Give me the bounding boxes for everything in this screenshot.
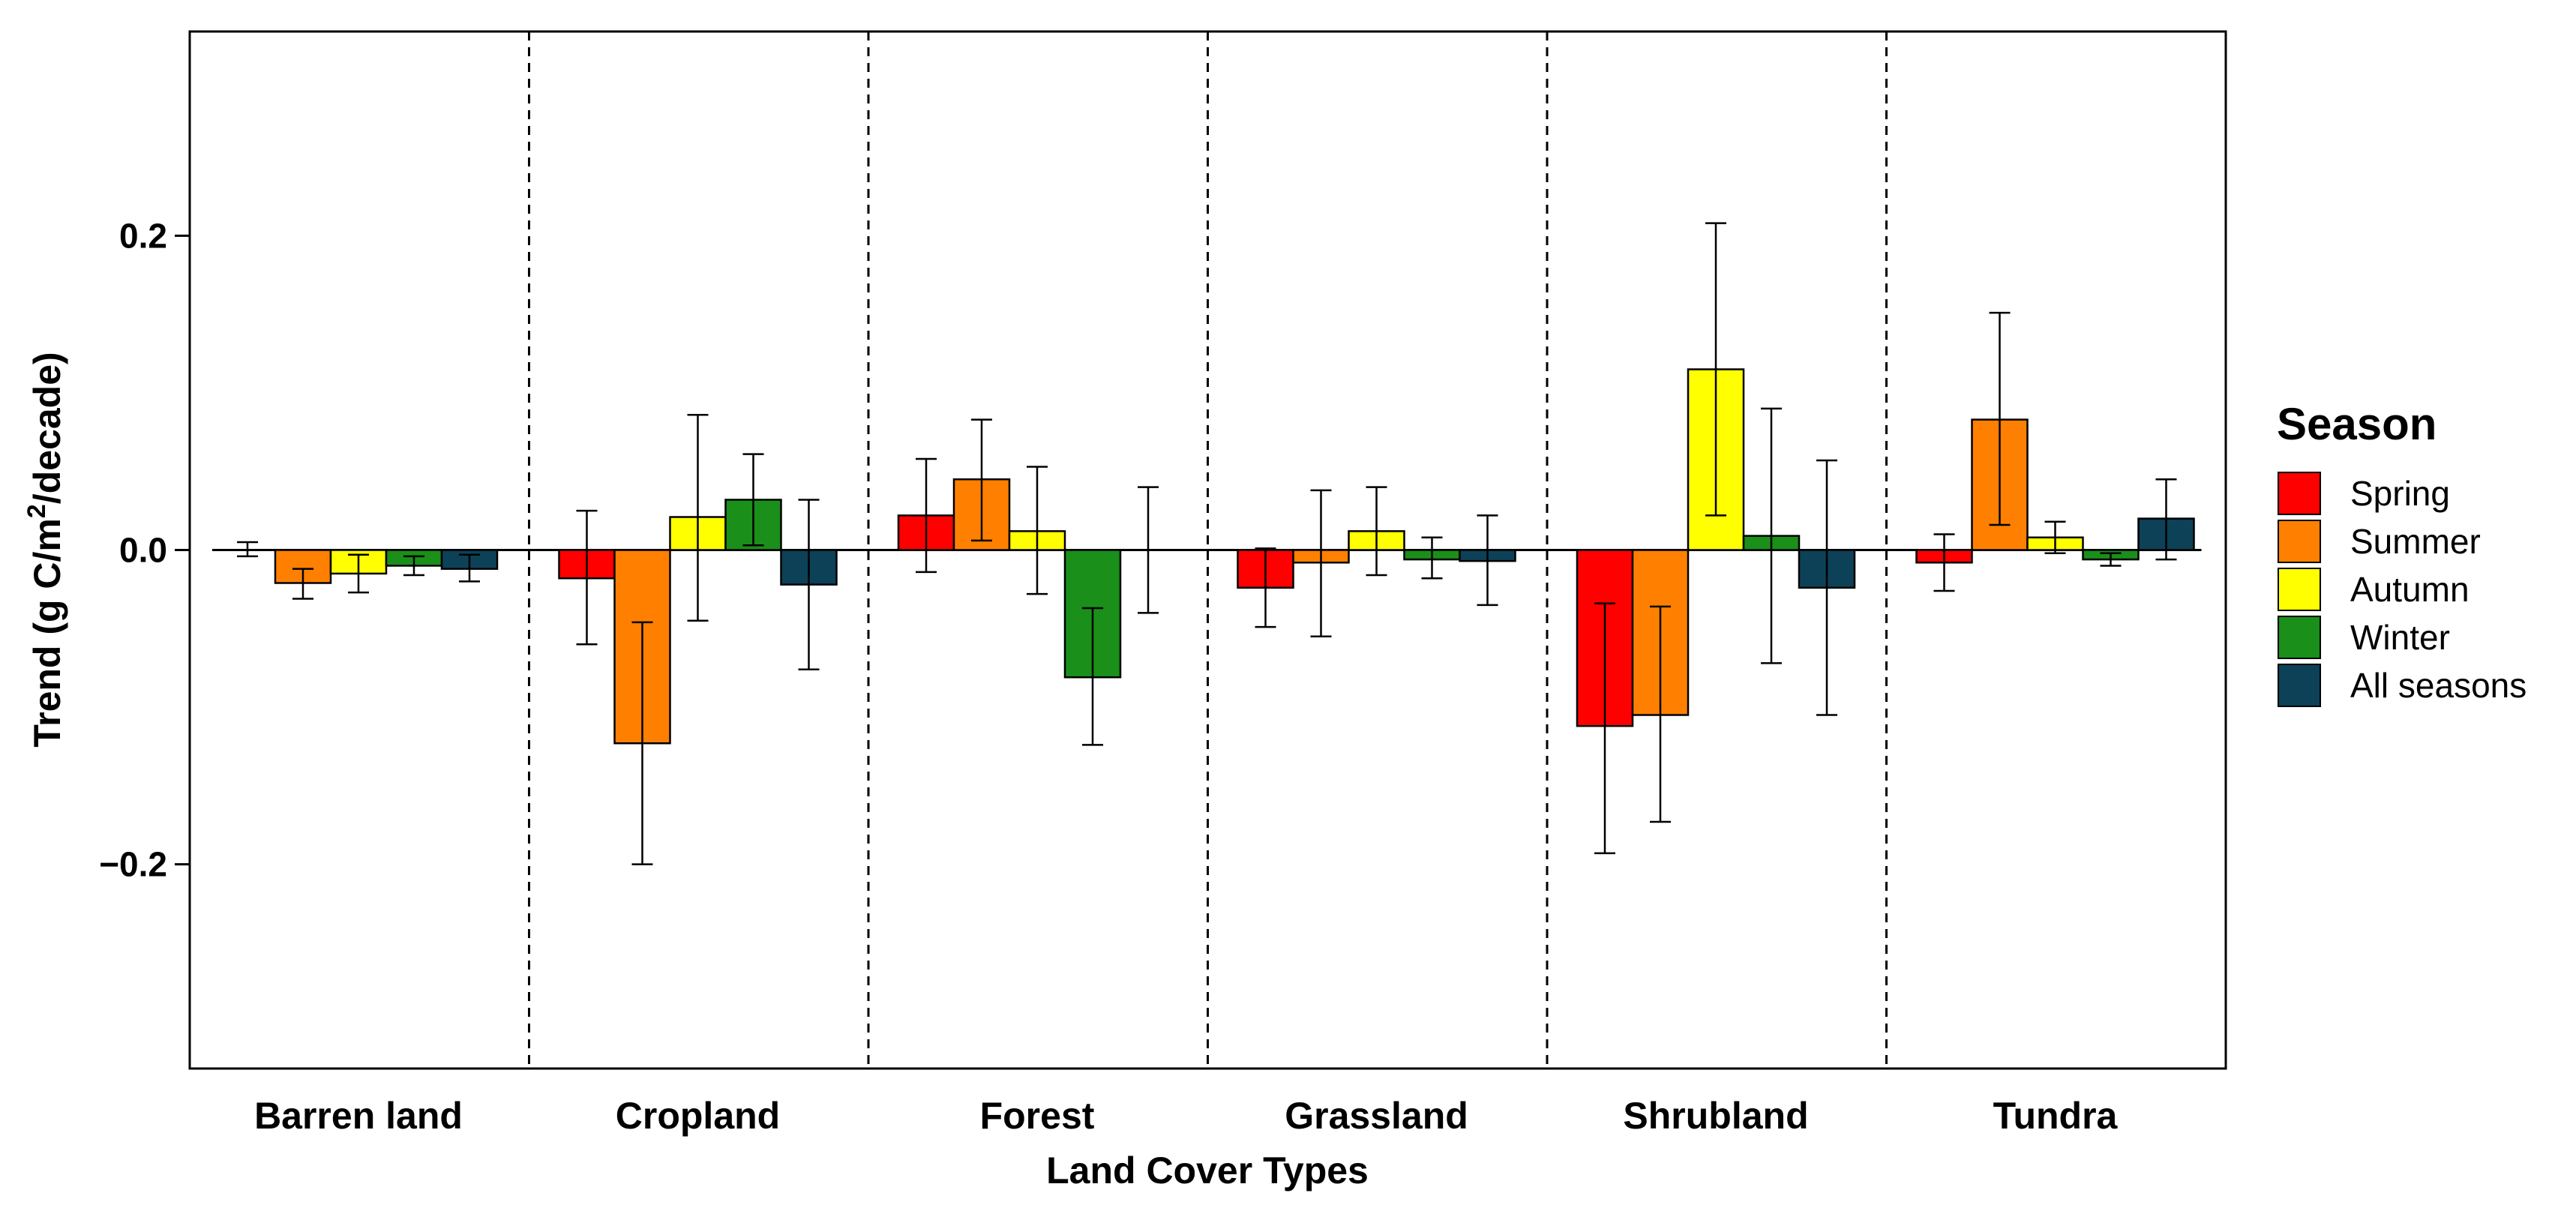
x-tick-label: Grassland: [1285, 1095, 1468, 1137]
error-bar: [2155, 478, 2177, 561]
y-axis-title-sup: 2: [22, 504, 51, 518]
error-bar: [1421, 536, 1443, 580]
error-bar: [1705, 222, 1726, 517]
y-tick-label: −0.2: [99, 845, 167, 884]
error-bar: [1082, 607, 1103, 746]
error-bar: [1310, 489, 1332, 637]
legend-title: Season: [2277, 399, 2437, 449]
legend-label: Summer: [2350, 522, 2481, 561]
error-bar: [971, 418, 992, 542]
error-bar: [1933, 533, 1955, 592]
y-tick-label: 0.2: [119, 216, 167, 255]
error-bar: [798, 499, 820, 671]
error-bar: [916, 457, 937, 574]
error-bar: [1477, 514, 1498, 607]
legend-label: Autumn: [2350, 570, 2470, 609]
y-axis: −0.2 0.0 0.2: [99, 216, 190, 884]
error-bar: [687, 414, 709, 622]
error-bar: [292, 568, 313, 600]
error-bar: [1255, 547, 1276, 628]
error-bar: [2044, 520, 2066, 554]
error-bar: [237, 541, 258, 558]
x-tick-label: Tundra: [1993, 1095, 2119, 1137]
error-bar: [348, 553, 369, 594]
error-bars: [237, 222, 2177, 865]
legend-swatch: [2278, 472, 2321, 515]
error-bar: [2100, 552, 2122, 567]
error-bar: [631, 621, 653, 865]
legend: Season Spring Summer Autumn Winter All seaso…: [2277, 399, 2527, 707]
y-axis-title: Trend (g C/m2/decade): [22, 352, 68, 747]
legend-swatch: [2278, 616, 2321, 659]
error-bar: [1138, 486, 1159, 614]
legend-swatch: [2278, 520, 2321, 563]
y-axis-title-main: Trend (g C/m: [26, 518, 68, 748]
legend-label: All seasons: [2350, 666, 2527, 705]
error-bar: [459, 553, 480, 583]
legend-items: Spring Summer Autumn Winter All seasons: [2278, 472, 2527, 707]
error-bar: [1366, 486, 1387, 577]
legend-swatch: [2278, 664, 2321, 707]
x-tick-label: Forest: [980, 1095, 1095, 1137]
y-axis-title-tail: /decade): [26, 352, 68, 504]
error-bar: [1989, 311, 2011, 526]
legend-swatch: [2278, 568, 2321, 611]
error-bar: [1816, 459, 1837, 716]
x-tick-label: Shrubland: [1623, 1095, 1808, 1137]
x-axis: Barren land Cropland Forest Grassland Shrubl…: [254, 1095, 2118, 1137]
x-tick-label: Barren land: [254, 1095, 463, 1137]
x-axis-title: Land Cover Types: [1046, 1150, 1369, 1192]
error-bar: [1594, 602, 1615, 855]
error-bar: [1761, 407, 1782, 664]
error-bar: [576, 509, 598, 646]
x-tick-label: Cropland: [616, 1095, 780, 1137]
error-bar: [1027, 466, 1048, 595]
error-bar: [1650, 605, 1671, 823]
legend-label: Winter: [2350, 618, 2450, 657]
y-tick-label: 0.0: [119, 531, 167, 570]
error-bar: [403, 555, 424, 577]
error-bar: [742, 453, 764, 547]
legend-label: Spring: [2350, 474, 2450, 513]
